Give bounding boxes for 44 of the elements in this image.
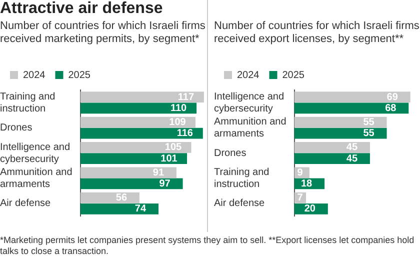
legend-label: 2024 — [237, 70, 260, 81]
bar — [80, 153, 188, 164]
bar — [294, 128, 387, 139]
bar — [294, 142, 370, 153]
y-tick-label: Training and instruction — [214, 166, 270, 190]
bar — [80, 204, 158, 214]
chart-subtitle: Number of countries for which Israeli firms received export licenses, by segment** — [214, 20, 420, 47]
chart-title: Attractive air defense — [0, 0, 164, 19]
bar — [80, 142, 192, 153]
data-label: 55 — [363, 128, 375, 140]
data-label: 20 — [304, 204, 316, 215]
bar — [80, 192, 140, 204]
bar — [294, 92, 410, 102]
bar — [80, 92, 204, 102]
bar — [80, 178, 183, 190]
bar — [80, 128, 203, 139]
y-tick-label: Ammunition and armaments — [0, 166, 72, 190]
data-label: 45 — [346, 153, 358, 164]
y-tick-label: Intelligence and cybersecurity — [0, 142, 70, 165]
bar — [294, 153, 370, 164]
legend-label: 2024 — [23, 70, 46, 81]
bar — [294, 116, 387, 128]
data-label: 110 — [170, 102, 188, 114]
y-tick-label: Training and instruction — [0, 91, 56, 114]
y-tick-label: Air defense — [0, 198, 52, 210]
data-label: 74 — [134, 204, 146, 215]
bar — [80, 167, 176, 178]
legend-label: 2025 — [282, 70, 305, 81]
legend-label: 2025 — [68, 70, 91, 81]
data-label: 101 — [160, 153, 178, 164]
bar — [80, 102, 197, 114]
y-tick-label: Drones — [0, 122, 32, 134]
data-label: 116 — [176, 128, 194, 140]
y-tick-label: Intelligence and cybersecurity — [214, 91, 284, 114]
data-label: 97 — [159, 178, 171, 190]
bar — [294, 102, 409, 114]
bar — [80, 116, 196, 128]
y-tick-label: Air defense — [214, 198, 266, 210]
data-label: 68 — [385, 102, 397, 114]
data-label: 18 — [300, 178, 313, 190]
y-tick-label: Ammunition and armaments — [214, 116, 286, 140]
chart-subtitle: Number of countries for which Israeli firms received marketing permits, by segment* — [0, 20, 206, 47]
text: *Marketing permits let companies present systems they aim to sell. **Export licenses let companies hold talks to close a transaction. — [0, 235, 416, 257]
y-tick-label: Drones — [214, 148, 246, 159]
